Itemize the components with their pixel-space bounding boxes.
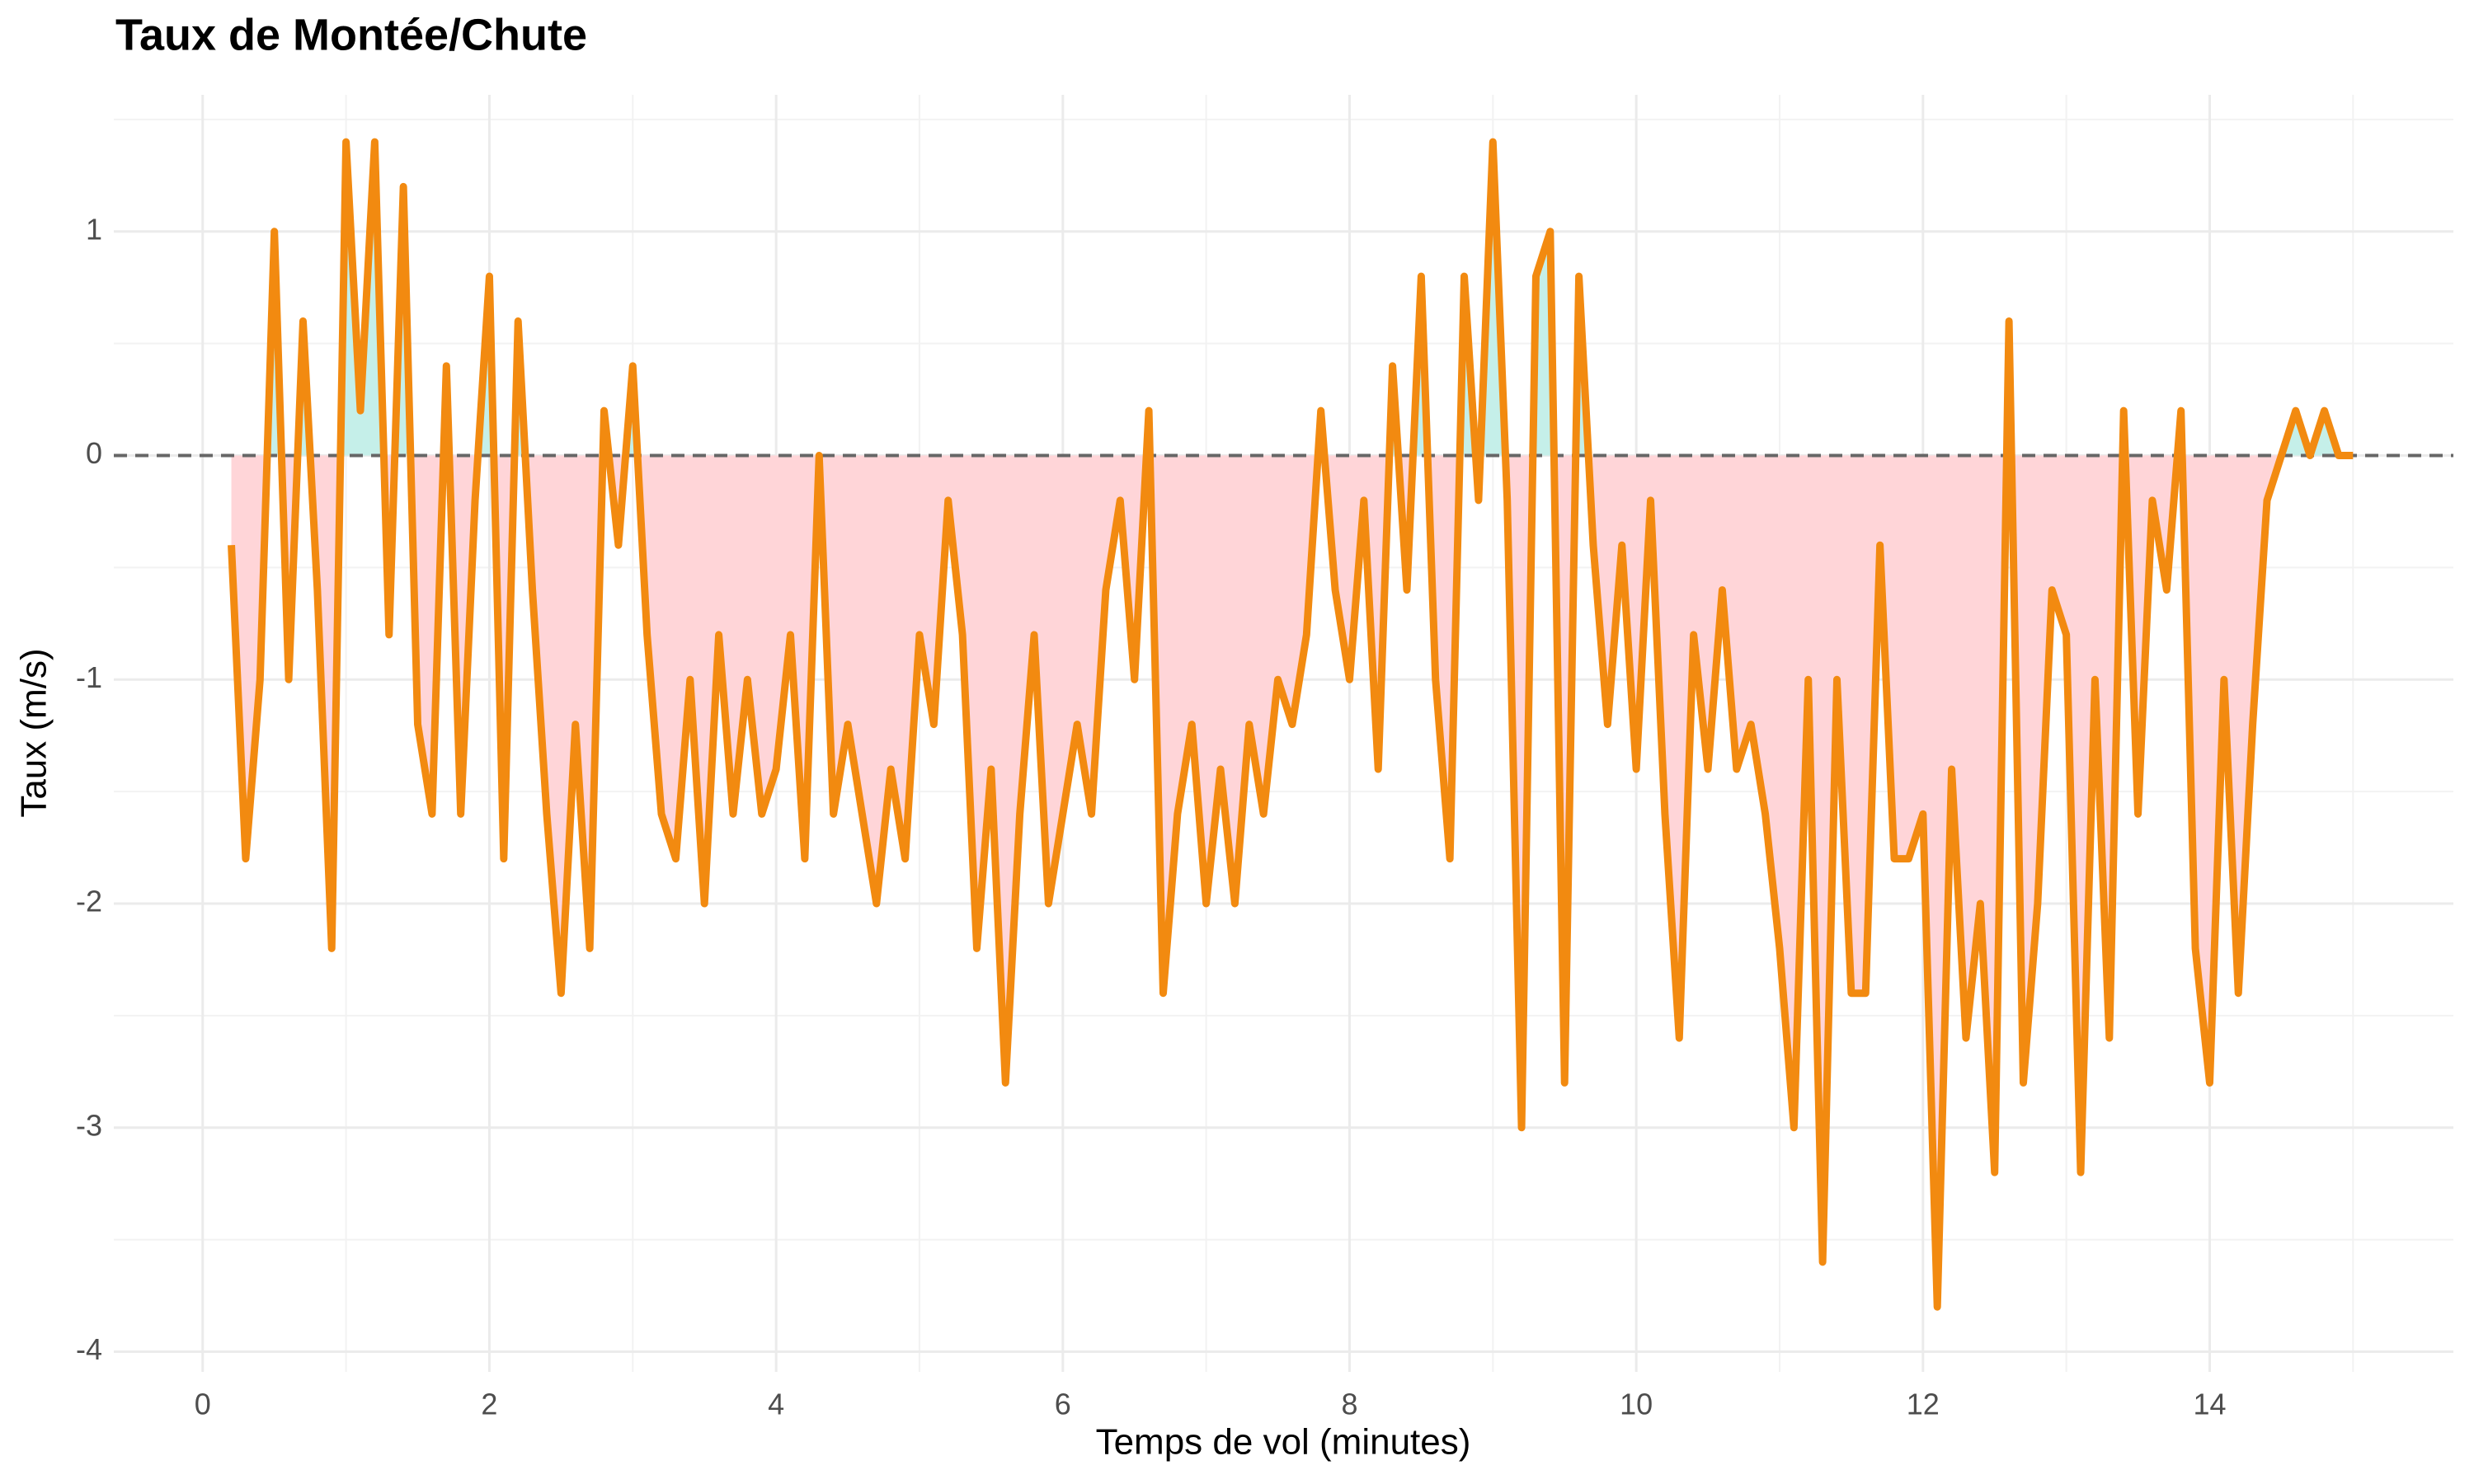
x-tick-label: 6 — [1055, 1388, 1071, 1421]
y-tick-label: -1 — [76, 660, 102, 694]
y-tick-label: 1 — [86, 212, 102, 246]
x-tick-label: 14 — [2193, 1388, 2226, 1421]
x-axis-title: Temps de vol (minutes) — [1096, 1422, 1471, 1463]
y-tick-label: -2 — [76, 885, 102, 918]
chart-title: Taux de Montée/Chute — [115, 10, 587, 59]
y-tick-label: -3 — [76, 1108, 102, 1142]
x-tick-label: 8 — [1341, 1388, 1357, 1421]
x-tick-label: 10 — [1620, 1388, 1653, 1421]
line — [228, 138, 2354, 1311]
x-tick-label: 12 — [1907, 1388, 1940, 1421]
negative-area — [231, 455, 2354, 1308]
y-tick-label: 0 — [86, 436, 102, 470]
x-tick-label: 4 — [768, 1388, 784, 1421]
x-tick-label: 0 — [195, 1388, 211, 1421]
x-tick-label: 2 — [481, 1388, 497, 1421]
y-axis-title: Taux (m/s) — [14, 648, 54, 817]
y-tick-label: -4 — [76, 1332, 102, 1366]
